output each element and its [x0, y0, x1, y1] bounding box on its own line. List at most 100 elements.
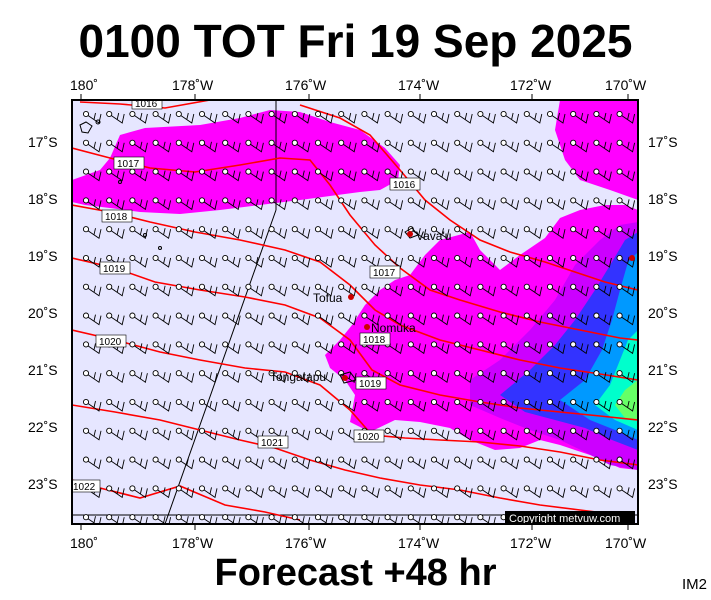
wind-barb: [222, 514, 241, 524]
wind-barb: [82, 370, 102, 383]
wind-barb: [291, 139, 311, 153]
wind-barb: [129, 370, 148, 383]
wind-barb: [152, 370, 172, 383]
wind-barb: [477, 312, 496, 326]
wind-barb: [430, 110, 450, 124]
wind-barb: [152, 456, 172, 470]
wind-barb: [82, 226, 102, 239]
wind-barb: [500, 110, 520, 124]
wind-barb: [570, 226, 589, 239]
wind-barb: [314, 110, 334, 124]
wind-barb: [106, 485, 125, 499]
wind-barb: [268, 398, 288, 412]
wind-barb: [175, 341, 195, 355]
wind-barb: [430, 254, 450, 268]
wind-barb: [222, 168, 241, 182]
wind-barb: [291, 485, 311, 499]
wind-barb: [152, 398, 172, 412]
lat-label: 22˚S: [28, 419, 58, 435]
wind-barb: [430, 197, 450, 211]
wind-barb: [268, 168, 288, 182]
lon-label: 178˚W: [172, 535, 214, 551]
lat-label: 19˚S: [28, 248, 58, 264]
wind-barb: [593, 110, 612, 124]
wind-barb: [616, 485, 636, 499]
wind-barb: [407, 485, 427, 499]
wind-barb: [175, 485, 195, 499]
wind-barb: [616, 226, 636, 239]
wind-barb: [245, 514, 264, 524]
isobar-label: 1018: [363, 335, 386, 346]
wind-barb: [152, 254, 172, 268]
wind-barb: [291, 427, 311, 441]
wind-barb: [523, 254, 543, 268]
wind-barb: [245, 168, 264, 182]
wind-barb: [361, 110, 380, 124]
wind-barb: [175, 254, 195, 268]
wind-barb: [454, 370, 473, 383]
wind-barb: [523, 197, 543, 211]
wind-barb: [222, 139, 241, 153]
wind-barb: [454, 341, 473, 355]
wind-barb: [222, 485, 241, 499]
wind-barb: [500, 197, 520, 211]
wind-barb: [82, 456, 102, 470]
wind-barb: [454, 398, 473, 412]
wind-barb: [222, 226, 241, 239]
isobar-label-box: 1018: [101, 209, 133, 223]
corner-label: IM2: [681, 576, 707, 593]
wind-barb: [245, 485, 264, 499]
wind-barb: [361, 456, 380, 470]
wind-barb: [454, 168, 473, 182]
wind-barb: [454, 485, 473, 499]
copyright-text: Copyright metvuw.com: [509, 513, 620, 525]
isobar-label-box: 1018: [359, 332, 391, 346]
wind-barb: [82, 312, 102, 326]
wind-barb: [500, 139, 520, 153]
wind-barb: [338, 341, 357, 355]
wind-barb: [198, 283, 218, 297]
map-frame: [71, 99, 639, 525]
wind-barb: [175, 283, 195, 297]
wind-barb: [570, 110, 589, 124]
wind-barb: [407, 341, 427, 355]
marker-tofua: [348, 294, 354, 300]
wind-barb: [152, 485, 172, 499]
wind-barb: [616, 197, 636, 211]
wind-barb: [175, 427, 195, 441]
wind-barb: [129, 197, 148, 211]
wind-barb: [245, 197, 264, 211]
wind-barb: [314, 398, 334, 412]
wind-barb: [129, 226, 148, 239]
wind-barb: [523, 168, 543, 182]
wind-barb: [616, 456, 636, 470]
wind-barb: [454, 312, 473, 326]
wind-barb: [570, 254, 589, 268]
wind-barb: [152, 427, 172, 441]
wind-barb: [245, 398, 264, 412]
wind-barb: [106, 427, 125, 441]
wind-barb: [384, 485, 404, 499]
wind-barb: [477, 514, 496, 524]
wind-barb: [82, 110, 102, 124]
wind-barb: [523, 456, 543, 470]
wind-barb: [430, 456, 450, 470]
wind-barb: [454, 110, 473, 124]
wind-barb: [407, 283, 427, 297]
wind-barb: [384, 110, 404, 124]
lat-label: 21˚S: [28, 362, 58, 378]
islet-1: [95, 119, 101, 125]
wind-barb: [593, 456, 612, 470]
wind-barb: [198, 254, 218, 268]
isobar-label-box: 1016: [131, 100, 163, 110]
wind-barb: [500, 312, 520, 326]
wind-barb: [500, 427, 520, 441]
wind-barb: [152, 110, 172, 124]
wind-barb: [245, 370, 264, 383]
lon-label: 180˚: [70, 77, 98, 93]
wind-barb: [175, 456, 195, 470]
wind-barb: [477, 370, 496, 383]
place-label-tofua: Tofua: [313, 291, 343, 305]
wind-barb: [384, 283, 404, 297]
wind-barb: [222, 456, 241, 470]
